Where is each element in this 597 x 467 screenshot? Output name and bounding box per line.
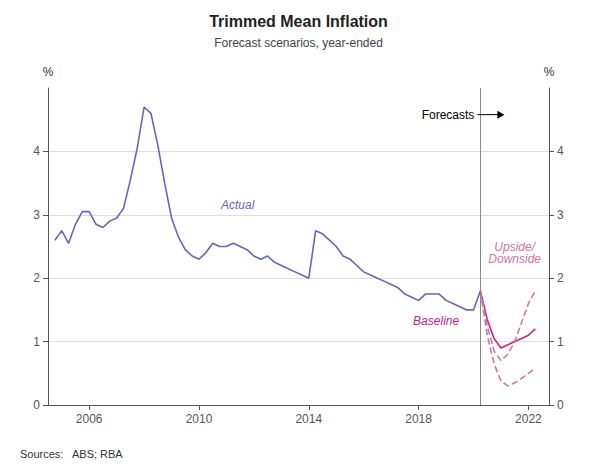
svg-text:1: 1 bbox=[557, 335, 564, 349]
svg-text:0: 0 bbox=[33, 398, 40, 412]
svg-text:2: 2 bbox=[557, 271, 564, 285]
svg-text:Forecast scenarios, year-ended: Forecast scenarios, year-ended bbox=[214, 36, 383, 50]
svg-text:2018: 2018 bbox=[405, 412, 432, 426]
svg-text:2022: 2022 bbox=[515, 412, 542, 426]
svg-text:3: 3 bbox=[557, 208, 564, 222]
svg-text:2: 2 bbox=[33, 271, 40, 285]
svg-text:Sources: ABS; RBA: Sources: ABS; RBA bbox=[20, 448, 123, 460]
svg-text:Forecasts: Forecasts bbox=[422, 108, 475, 122]
svg-text:%: % bbox=[544, 65, 555, 79]
svg-text:Baseline: Baseline bbox=[413, 314, 459, 328]
svg-text:1: 1 bbox=[33, 335, 40, 349]
svg-text:4: 4 bbox=[33, 144, 40, 158]
svg-text:Upside/: Upside/ bbox=[494, 239, 535, 254]
svg-text:0: 0 bbox=[557, 398, 564, 412]
svg-text:2010: 2010 bbox=[186, 412, 213, 426]
svg-text:4: 4 bbox=[557, 144, 564, 158]
svg-text:Actual: Actual bbox=[220, 198, 255, 212]
svg-text:Trimmed Mean Inflation: Trimmed Mean Inflation bbox=[209, 13, 388, 30]
svg-text:%: % bbox=[43, 65, 54, 79]
svg-text:Downside: Downside bbox=[488, 252, 541, 266]
svg-text:2006: 2006 bbox=[76, 412, 103, 426]
svg-text:2014: 2014 bbox=[295, 412, 322, 426]
svg-text:3: 3 bbox=[33, 208, 40, 222]
